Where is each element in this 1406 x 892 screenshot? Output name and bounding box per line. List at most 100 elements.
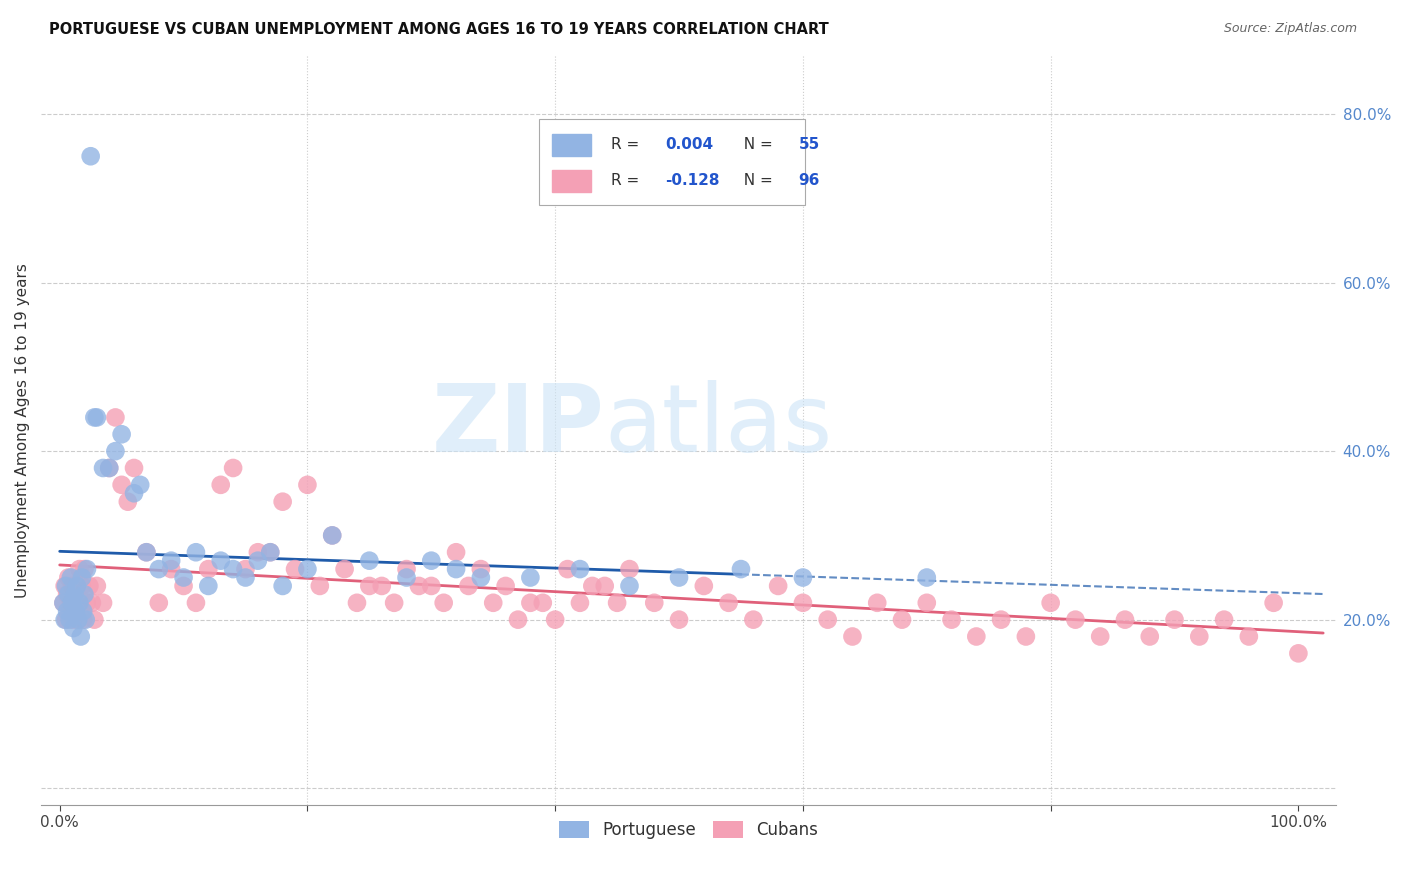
Point [197,562,219,576]
Point [717,596,740,610]
Point [76,562,98,576]
Point [222,562,245,576]
Point [70,579,93,593]
Point [59,604,82,618]
Point [482,596,505,610]
Point [1039,596,1062,610]
Point [470,562,492,576]
Text: 55: 55 [799,137,820,153]
Point [519,570,541,584]
Point [63,587,86,601]
Point [557,562,579,576]
Point [470,570,492,584]
Point [246,554,269,568]
Point [76,596,98,610]
Point [333,562,356,576]
Point [382,596,405,610]
Point [519,596,541,610]
Point [83,410,105,425]
Point [209,478,232,492]
Point [359,554,381,568]
Point [80,596,103,610]
Point [259,545,281,559]
Point [259,545,281,559]
Point [59,596,82,610]
Point [420,554,443,568]
Point [122,486,145,500]
Point [395,562,418,576]
Text: atlas: atlas [605,380,832,473]
Point [135,545,157,559]
FancyBboxPatch shape [553,169,592,192]
Point [246,545,269,559]
Point [730,562,752,576]
Point [98,461,121,475]
Point [1090,630,1112,644]
Point [593,579,616,593]
Point [72,604,94,618]
Point [271,579,294,593]
Point [308,579,330,593]
Point [91,596,114,610]
Point [792,596,814,610]
Text: N =: N = [734,173,778,188]
Point [1015,630,1038,644]
Point [160,562,183,576]
Point [915,570,938,584]
Point [69,596,91,610]
Point [209,554,232,568]
Point [544,613,567,627]
Point [444,562,467,576]
Point [58,587,80,601]
Text: -0.128: -0.128 [665,173,720,188]
Point [1064,613,1087,627]
Point [408,579,430,593]
Point [444,545,467,559]
Point [59,570,82,584]
Point [1114,613,1136,627]
Point [321,528,343,542]
Point [65,596,87,610]
Point [73,562,96,576]
Point [73,587,96,601]
Point [222,461,245,475]
Point [1163,613,1185,627]
Point [371,579,394,593]
Point [117,494,139,508]
Point [148,596,170,610]
Point [79,149,101,163]
Point [111,478,134,492]
Point [965,630,987,644]
Point [52,596,75,610]
Point [668,613,690,627]
Point [619,579,641,593]
FancyBboxPatch shape [553,134,592,156]
Point [891,613,914,627]
Point [86,410,108,425]
Point [643,596,665,610]
Point [148,562,170,576]
Point [129,478,152,492]
Point [568,596,591,610]
Point [98,461,121,475]
Point [56,604,79,618]
Point [66,579,89,593]
Point [766,579,789,593]
Point [531,596,554,610]
Point [990,613,1012,627]
Point [359,579,381,593]
Point [173,570,195,584]
Point [69,596,91,610]
Text: R =: R = [610,137,644,153]
Point [271,494,294,508]
Point [67,613,90,627]
Point [65,604,87,618]
Point [841,630,863,644]
Text: ZIP: ZIP [432,380,605,473]
Point [693,579,716,593]
Point [53,613,76,627]
Point [866,596,889,610]
Text: Source: ZipAtlas.com: Source: ZipAtlas.com [1223,22,1357,36]
Point [75,613,97,627]
Point [104,410,127,425]
